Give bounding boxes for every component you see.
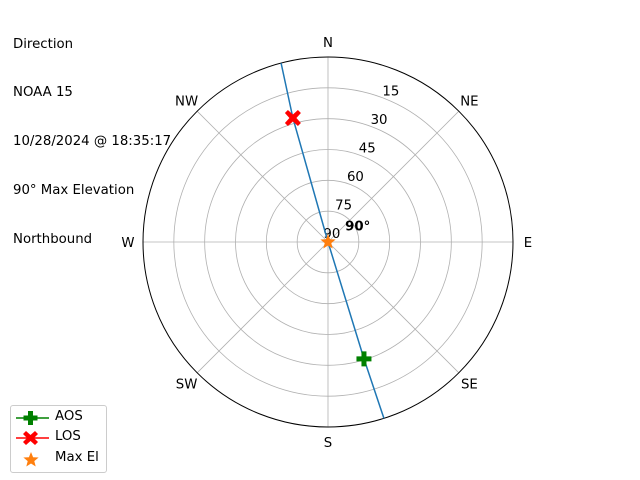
radial-tick-label: 15 xyxy=(382,84,399,99)
compass-label-sw: SW xyxy=(176,377,198,392)
compass-label-n: N xyxy=(323,36,333,51)
legend-item-aos: AOS xyxy=(11,407,106,427)
compass-label-w: W xyxy=(121,236,134,251)
radial-tick-label: 45 xyxy=(359,141,376,156)
grid-spoke xyxy=(196,241,329,374)
radial-tick-label: 75 xyxy=(335,198,352,213)
compass-label-nw: NW xyxy=(175,95,198,110)
legend-label: AOS xyxy=(55,409,83,424)
star-icon xyxy=(23,452,39,467)
title-line: Northbound xyxy=(13,232,93,248)
aos-plus-icon xyxy=(16,411,49,425)
aos-marker xyxy=(356,351,372,367)
outer-ring xyxy=(142,56,514,428)
los-x-icon xyxy=(16,431,49,445)
compass-label-se: SE xyxy=(461,377,478,392)
compass-label-e: E xyxy=(524,236,532,251)
grid-spoke xyxy=(327,110,460,243)
title-line: Direction xyxy=(13,36,74,52)
max-elevation-annotation: 90° xyxy=(345,219,370,234)
legend-item-los: LOS xyxy=(11,427,106,447)
title-line: 10/28/2024 @ 18:35:17 xyxy=(13,134,172,150)
title-line: 90° Max Elevation xyxy=(13,183,135,199)
legend-item-max-el: Max El xyxy=(11,448,106,468)
title-line: NOAA 15 xyxy=(13,85,73,101)
grid-spoke xyxy=(196,110,329,243)
los-marker xyxy=(284,109,301,126)
radial-tick-label: 30 xyxy=(371,113,388,128)
radial-tick-label: 60 xyxy=(347,170,364,185)
legend-label: LOS xyxy=(55,429,81,444)
chart-title: Direction NOAA 15 10/28/2024 @ 18:35:17 … xyxy=(13,4,171,281)
legend: AOS LOS Max El xyxy=(10,405,107,473)
compass-label-s: S xyxy=(324,436,332,451)
max-el-marker xyxy=(320,234,336,249)
grid-spoke xyxy=(327,241,460,374)
compass-label-ne: NE xyxy=(460,95,478,110)
legend-label: Max El xyxy=(55,450,99,465)
